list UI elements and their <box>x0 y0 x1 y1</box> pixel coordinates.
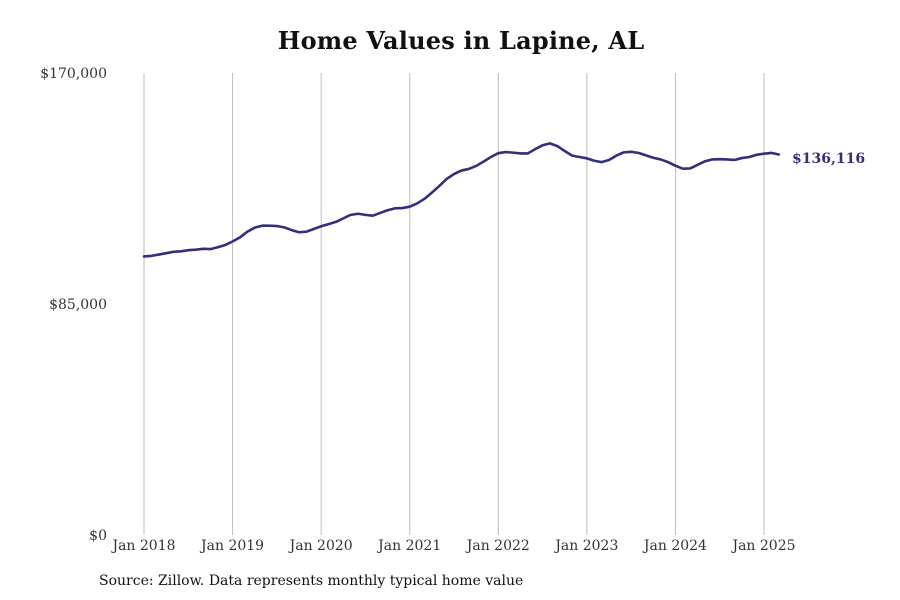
x-tick-label: Jan 2024 <box>642 538 707 554</box>
x-axis-tick-labels: Jan 2018 Jan 2019 Jan 2020 Jan 2021 Jan 2022… <box>110 538 795 554</box>
source-note: Source: Zillow. Data represents monthly … <box>99 573 524 589</box>
y-tick-label: $85,000 <box>49 297 107 313</box>
vertical-gridlines <box>143 73 765 535</box>
series-layer <box>142 142 781 258</box>
x-tick-label: Jan 2025 <box>730 538 795 554</box>
series-line-home-value <box>142 142 781 258</box>
x-tick-label: Jan 2018 <box>110 538 175 554</box>
y-tick-label: $0 <box>89 528 107 544</box>
x-tick-label: Jan 2022 <box>465 538 530 554</box>
x-tick-label: Jan 2021 <box>376 538 441 554</box>
end-value-label-layer: $136,116 <box>792 151 865 167</box>
y-tick-label: $170,000 <box>40 66 107 82</box>
x-tick-label: Jan 2020 <box>288 538 353 554</box>
y-axis-tick-labels: $0 $85,000 $170,000 <box>40 66 107 544</box>
x-tick-label: Jan 2023 <box>553 538 618 554</box>
end-value-label: $136,116 <box>792 151 865 167</box>
chart-title: Home Values in Lapine, AL <box>277 26 645 55</box>
x-tick-label: Jan 2019 <box>199 538 264 554</box>
